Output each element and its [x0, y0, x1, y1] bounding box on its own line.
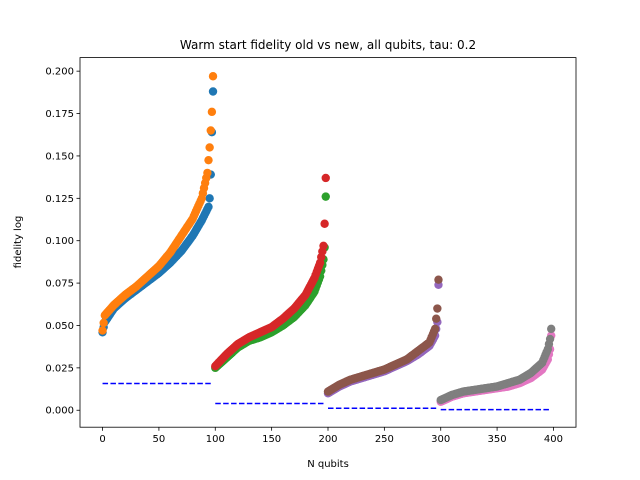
x-tick-label: 350: [488, 434, 507, 445]
x-tick-label: 150: [262, 434, 281, 445]
x-axis-ticks: 0 50 100 150 200 250 300 350 400: [99, 427, 563, 445]
scatter-point: [205, 194, 214, 203]
scatter-series-8: [436, 324, 556, 405]
y-tick-label: 0.100: [45, 236, 74, 247]
axes-frame: [79, 57, 577, 428]
scatter-series-6: [323, 275, 443, 396]
y-axis-label: fidelity log: [13, 216, 24, 269]
scatter-point: [319, 241, 328, 250]
scatter-point: [434, 275, 443, 284]
x-tick-label: 50: [153, 434, 166, 445]
scatter-point: [98, 326, 107, 335]
y-axis-ticks: 0.000 0.025 0.050 0.075 0.100 0.125 0.150 0.175…: [45, 67, 80, 417]
scatter-point: [321, 173, 330, 183]
x-tick-label: 200: [318, 434, 337, 445]
scatter-point: [320, 219, 329, 228]
scatter-point: [208, 72, 218, 81]
chart-title: Warm start fidelity old vs new, all qubi…: [180, 38, 476, 52]
x-tick-label: 0: [99, 434, 105, 445]
scatter-point: [208, 87, 218, 96]
y-tick-label: 0.025: [45, 363, 74, 374]
scatter-point: [99, 318, 108, 328]
scatter-point: [203, 168, 212, 178]
y-tick-label: 0.000: [45, 406, 74, 417]
scatter-point: [204, 202, 213, 211]
reference-lines: [102, 382, 552, 411]
y-tick-label: 0.150: [45, 151, 74, 162]
x-tick-label: 300: [431, 434, 450, 445]
scatter-point: [545, 334, 555, 344]
x-tick-label: 400: [544, 434, 563, 445]
scatter-series-2: [98, 72, 218, 335]
y-tick-label: 0.075: [45, 279, 74, 290]
y-tick-label: 0.175: [45, 109, 74, 120]
scatter-point: [433, 304, 442, 313]
scatter-point: [204, 155, 213, 165]
x-axis-label: N qubits: [307, 459, 349, 470]
scatter-point: [430, 324, 440, 334]
scatter-point: [432, 314, 441, 323]
scatter-point: [205, 143, 214, 152]
x-tick-label: 100: [206, 434, 225, 445]
scatter-point: [206, 126, 215, 135]
scatter-point: [547, 324, 556, 334]
scatter-point: [207, 107, 217, 117]
x-tick-label: 250: [375, 434, 394, 445]
plot-area: [98, 72, 556, 406]
scatter-point: [321, 192, 330, 201]
y-tick-label: 0.050: [45, 321, 74, 332]
y-tick-label: 0.125: [45, 194, 74, 205]
y-tick-label: 0.200: [45, 67, 74, 78]
scatter-series-4: [211, 173, 330, 371]
